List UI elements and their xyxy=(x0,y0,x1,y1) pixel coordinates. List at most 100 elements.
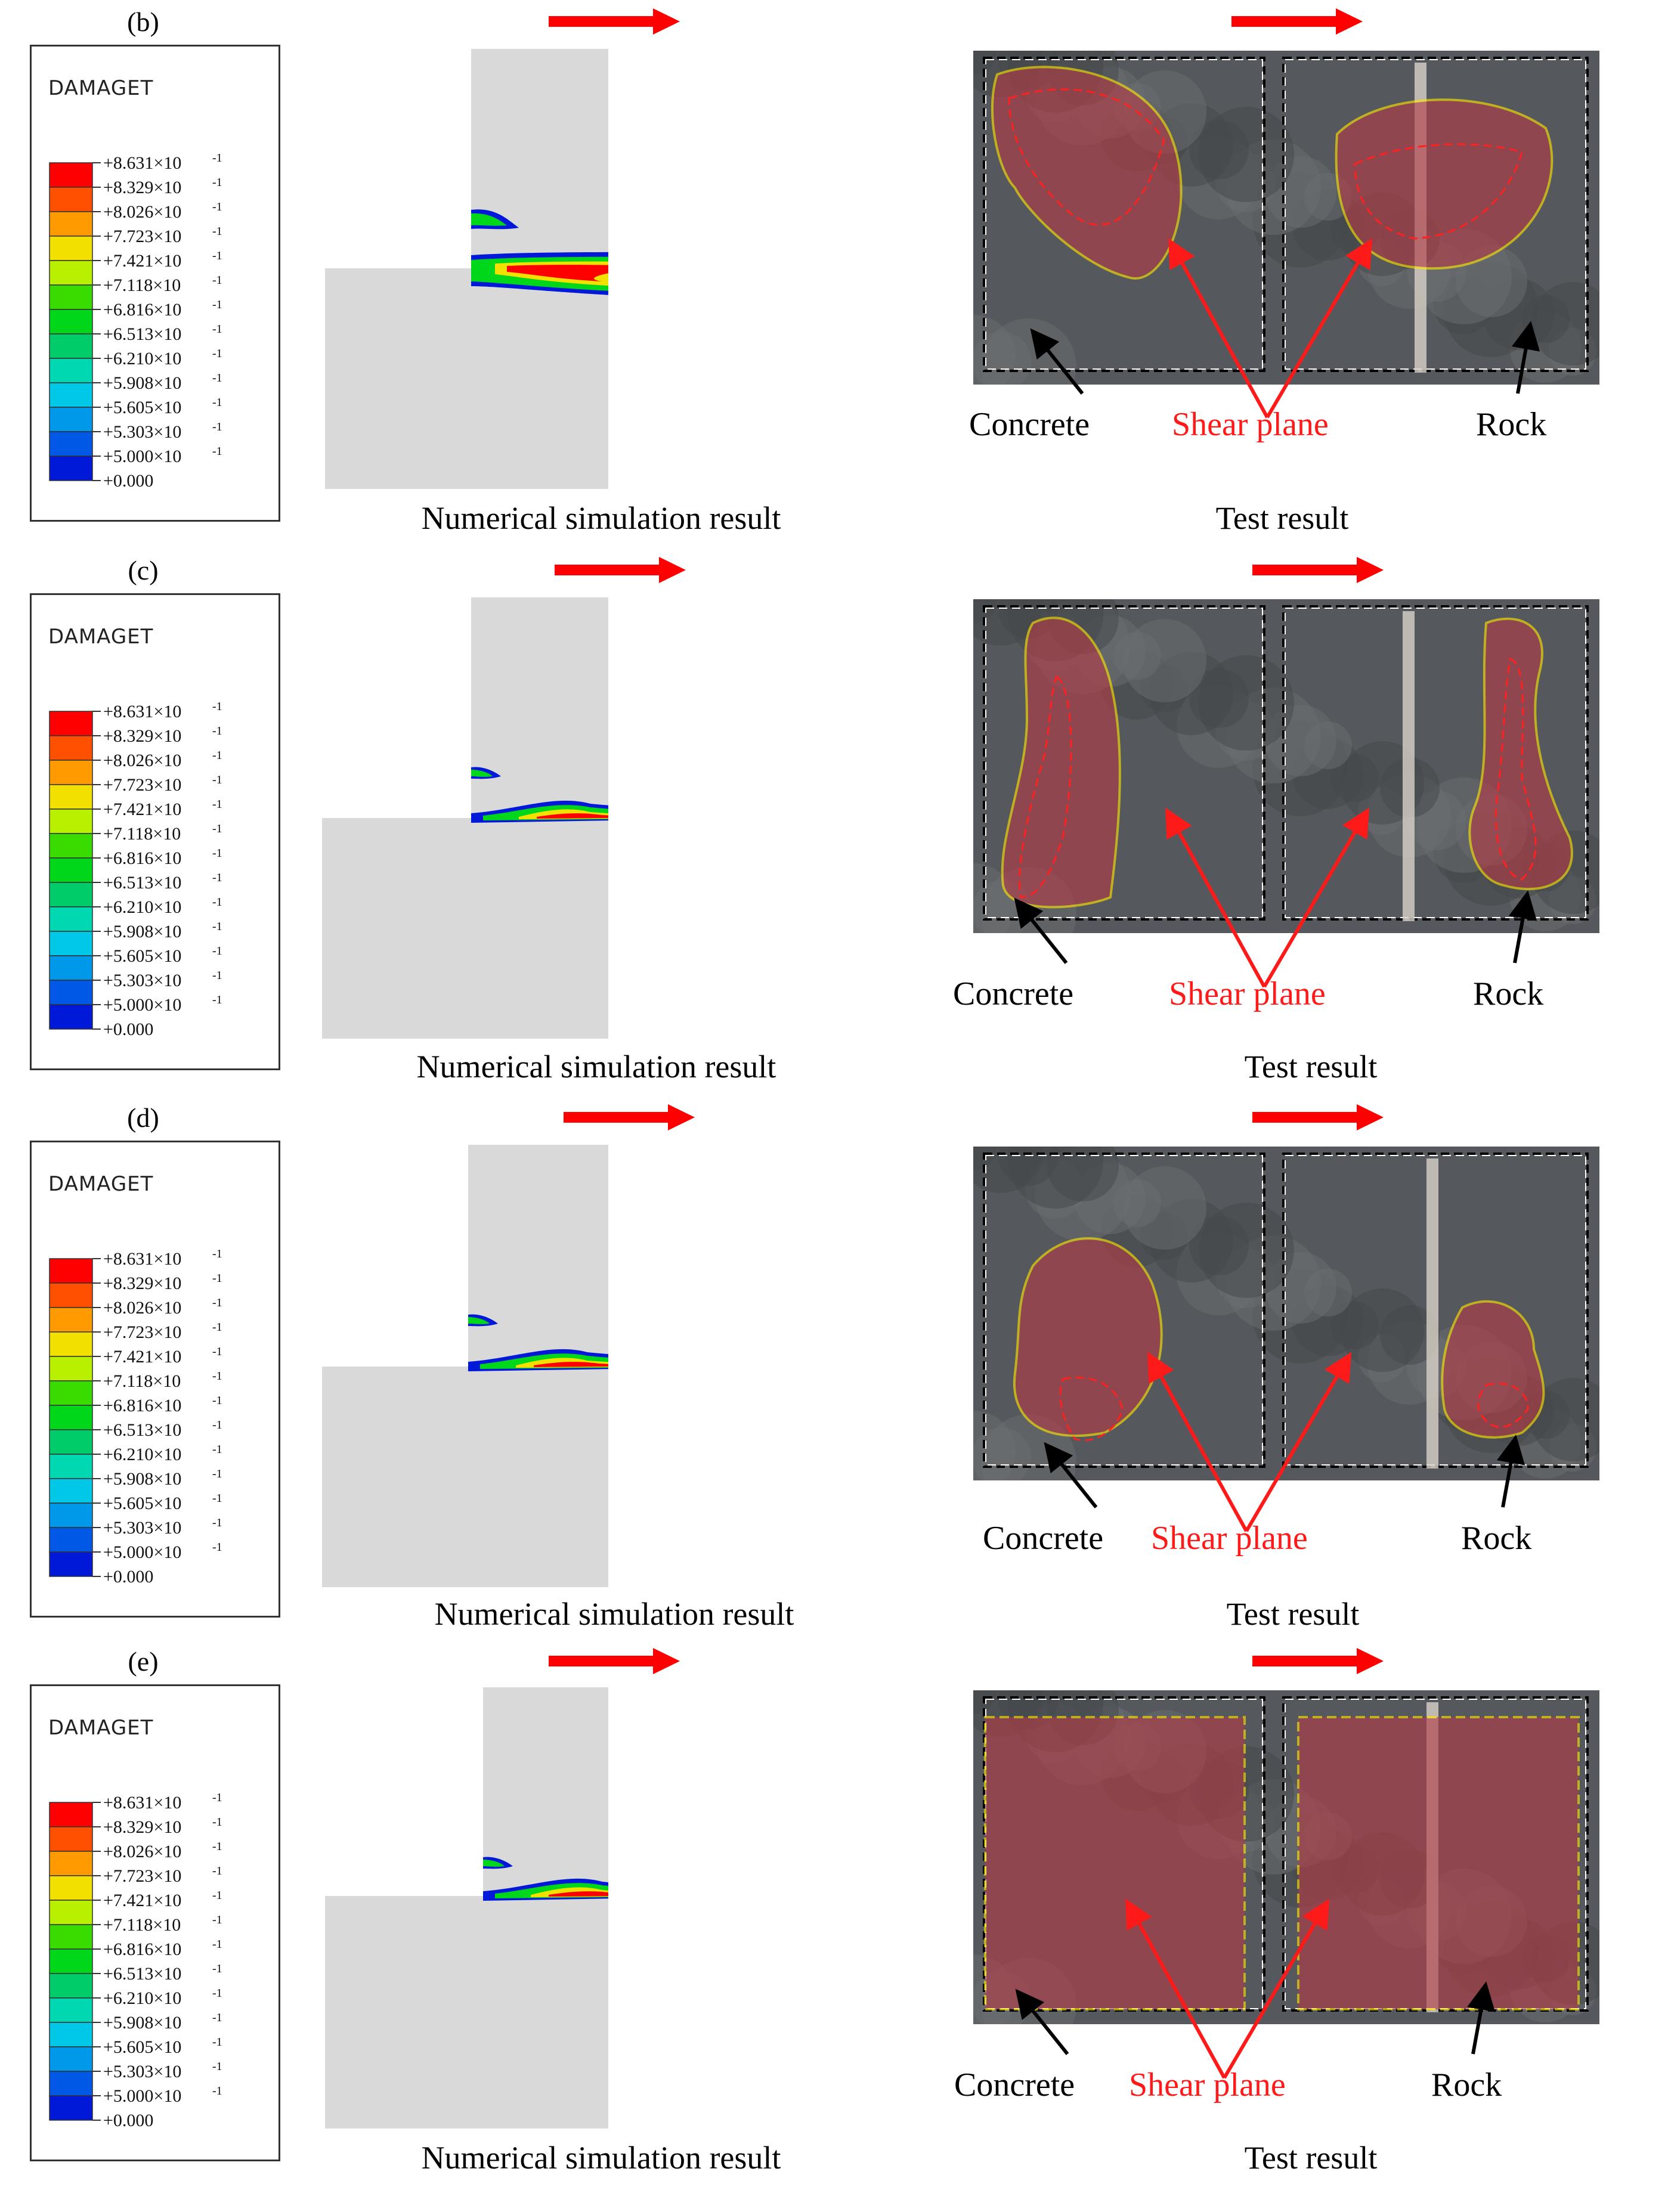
legend-value: +5.303×10 xyxy=(103,971,181,990)
legend-exponent: -1 xyxy=(212,323,222,336)
panel-label: (c) xyxy=(128,555,159,585)
legend-swatch xyxy=(49,1307,93,1333)
legend-exponent: -1 xyxy=(212,1321,222,1334)
legend-value: +7.421×10 xyxy=(103,800,181,819)
legend-value: +5.908×10 xyxy=(103,1469,181,1489)
legend-title: DAMAGET xyxy=(48,1172,154,1196)
legend-swatch xyxy=(49,735,93,761)
legend-colorbar: +8.631×10 -1 +8.329×10 -1 +8.026×10 -1 +7.723×… xyxy=(49,1247,222,1587)
panel-label: (b) xyxy=(127,7,159,37)
legend-exponent: -1 xyxy=(212,871,222,884)
shear-direction-arrow xyxy=(549,1648,680,1674)
shear-direction-arrow xyxy=(555,557,686,583)
legend-value: +5.303×10 xyxy=(103,1518,181,1538)
panel-e: (e) DAMAGET +8.631×10 -1 +8.329×10 -1 +8.026×1… xyxy=(0,1640,1671,2182)
legend-swatch xyxy=(49,1258,93,1284)
legend-value: +0.000 xyxy=(103,1567,153,1587)
legend-swatch xyxy=(49,1802,93,1827)
panel-b: (b) DAMAGET +8.631×10 -1 +8.329×10 -1 +8.026×1… xyxy=(0,0,1671,543)
legend-value: +5.000×10 xyxy=(103,995,181,1015)
legend-exponent: -1 xyxy=(212,700,222,713)
legend-value: +8.026×10 xyxy=(103,1842,181,1861)
legend-exponent: -1 xyxy=(212,2011,222,2024)
numerical-simulation-model xyxy=(322,1145,608,1587)
legend-exponent: -1 xyxy=(212,2060,222,2073)
legend-swatch xyxy=(49,1380,93,1406)
legend-swatch xyxy=(49,1527,93,1553)
numerical-simulation-model xyxy=(322,597,608,1039)
legend-exponent: -1 xyxy=(212,1962,222,1975)
legend-exponent: -1 xyxy=(212,274,222,287)
legend-swatch xyxy=(49,1454,93,1479)
legend-value: +6.816×10 xyxy=(103,1396,181,1415)
test-caption: Test result xyxy=(1244,2140,1378,2176)
legend-value: +5.000×10 xyxy=(103,447,181,466)
simulation-caption: Numerical simulation result xyxy=(416,1049,776,1085)
legend-value: +7.421×10 xyxy=(103,251,181,271)
legend-value: +8.631×10 xyxy=(103,702,181,721)
legend-swatch xyxy=(49,260,93,286)
legend-exponent: -1 xyxy=(212,847,222,860)
legend-exponent: -1 xyxy=(212,200,222,213)
legend-swatch xyxy=(49,431,93,457)
test-caption: Test result xyxy=(1226,1596,1360,1632)
legend-value: +6.210×10 xyxy=(103,1445,181,1464)
legend-swatch xyxy=(49,1478,93,1504)
legend-swatch xyxy=(49,1356,93,1381)
legend-swatch xyxy=(49,236,93,261)
legend-exponent: -1 xyxy=(212,2036,222,2049)
legend-title: DAMAGET xyxy=(48,1716,154,1740)
legend-exponent: -1 xyxy=(212,1541,222,1554)
legend-exponent: -1 xyxy=(212,773,222,786)
label-rock: Rock xyxy=(1476,406,1547,443)
legend-swatch xyxy=(49,162,93,188)
shear-direction-arrow xyxy=(1252,1104,1384,1130)
label-shear-plane: Shear plane xyxy=(1172,406,1329,443)
label-concrete: Concrete xyxy=(969,406,1090,443)
legend-swatch xyxy=(49,284,93,310)
legend-title: DAMAGET xyxy=(48,625,154,649)
legend-exponent: -1 xyxy=(212,249,222,262)
legend-colorbar: +8.631×10 -1 +8.329×10 -1 +8.026×10 -1 +7.723×… xyxy=(49,700,222,1039)
shear-direction-arrow xyxy=(549,8,680,35)
legend-swatch xyxy=(49,931,93,956)
legend-exponent: -1 xyxy=(212,1345,222,1358)
panel-d: (d) DAMAGET +8.631×10 -1 +8.329×10 -1 +8.026×1… xyxy=(0,1096,1671,1638)
legend-value: +0.000 xyxy=(103,471,153,491)
legend-swatch xyxy=(49,1826,93,1852)
legend-value: +8.329×10 xyxy=(103,726,181,746)
panel-c: (c) DAMAGET +8.631×10 -1 +8.329×10 -1 +8.026×1… xyxy=(0,549,1671,1091)
label-shear-plane: Shear plane xyxy=(1169,975,1326,1012)
legend-value: +6.816×10 xyxy=(103,848,181,868)
legend-value: +8.026×10 xyxy=(103,751,181,770)
legend-exponent: -1 xyxy=(212,1370,222,1383)
legend-exponent: -1 xyxy=(212,1467,222,1480)
legend-exponent: -1 xyxy=(212,298,222,311)
label-shear-plane: Shear plane xyxy=(1151,1520,1308,1557)
legend-exponent: -1 xyxy=(212,822,222,835)
legend-value: +5.605×10 xyxy=(103,2037,181,2057)
legend-exponent: -1 xyxy=(212,1247,222,1260)
simulation-caption: Numerical simulation result xyxy=(421,2140,781,2176)
legend-value: +6.816×10 xyxy=(103,300,181,320)
label-concrete: Concrete xyxy=(954,2067,1075,2103)
legend-exponent: -1 xyxy=(212,1516,222,1529)
legend-exponent: -1 xyxy=(212,1394,222,1407)
legend-exponent: -1 xyxy=(212,396,222,409)
numerical-simulation-model xyxy=(325,1687,608,2129)
legend-exponent: -1 xyxy=(212,749,222,762)
legend-value: +6.513×10 xyxy=(103,324,181,344)
legend: DAMAGET +8.631×10 -1 +8.329×10 -1 +8.026×10 -1… xyxy=(30,1684,280,2161)
legend-swatch xyxy=(49,358,93,383)
legend-exponent: -1 xyxy=(212,1418,222,1432)
legend-value: +6.513×10 xyxy=(103,873,181,893)
legend-swatch xyxy=(49,1851,93,1876)
legend-swatch xyxy=(49,1924,93,1950)
legend-value: +5.908×10 xyxy=(103,2013,181,2033)
legend-value: +6.513×10 xyxy=(103,1420,181,1440)
legend-exponent: -1 xyxy=(212,371,222,385)
legend-swatch xyxy=(49,1900,93,1925)
legend-swatch xyxy=(49,1004,93,1030)
legend-colorbar: +8.631×10 -1 +8.329×10 -1 +8.026×10 -1 +7.723×… xyxy=(49,1791,222,2130)
legend-value: +7.723×10 xyxy=(103,775,181,795)
